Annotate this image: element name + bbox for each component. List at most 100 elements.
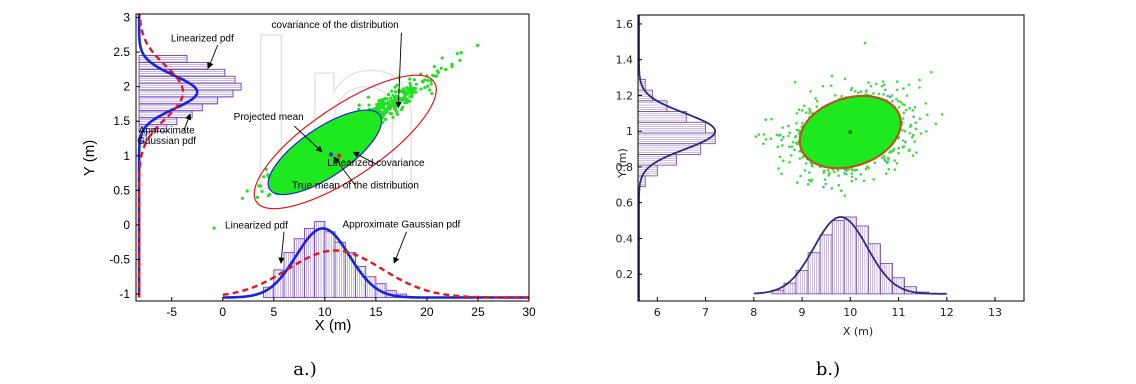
panel-a-ytick-label: 0 (123, 218, 130, 232)
panel-b-scatter-point (850, 86, 853, 90)
panel-b-y-histogram-bar-rect (638, 121, 706, 134)
panel-b-scatter-point (873, 161, 877, 164)
panel-a-scatter-point (403, 96, 407, 101)
panel-b-xtick-label: 7 (702, 306, 709, 319)
panel-a-annotation-label: Linearized pdf (225, 220, 288, 231)
panel-b-scatter-point (776, 145, 779, 149)
panel-b-scatter-point (764, 138, 768, 141)
panel-b-scatter-point (804, 162, 808, 165)
panel-b-scatter-point (793, 148, 796, 152)
panel-a-scatter-point (476, 43, 480, 48)
panel-a-xtick-label: 25 (471, 305, 485, 319)
panel-b-scatter-point (828, 171, 831, 175)
panel-a-xtick-label: 30 (522, 305, 536, 319)
panel-b-scatter-point (886, 160, 889, 164)
panel-b-scatter-point (892, 147, 896, 151)
panel-a-scatter-point (426, 84, 430, 88)
panel-b-scatter-point (918, 78, 921, 82)
panel-a-scatter-point (428, 88, 432, 92)
panel-a-scatter-point (402, 91, 406, 95)
panel-b-axes-frame (637, 14, 1025, 302)
panel-a-scatter-point (381, 100, 385, 104)
panel-b-scatter-point (897, 105, 901, 109)
panel-a-scatter-point (414, 90, 418, 94)
panel-b-scatter-point (775, 133, 779, 137)
panel-b-scatter-point (779, 133, 782, 137)
panel-a-scatter-point (390, 103, 394, 107)
panel-b-scatter-point (802, 104, 806, 108)
panel-b-ytick-label: 0.2 (616, 268, 634, 281)
panel-a: -5 0 5 10 15 20 25 30 -1 -0.5 0 0.5 1 1.5 2 2.5 3 Linear… (81, 10, 536, 380)
panel-a-y-histogram-bar-rect (138, 55, 188, 63)
panel-b-scatter-point (911, 133, 915, 137)
panel-b-scatter-point (907, 83, 911, 87)
panel-b-scatter-point (764, 118, 767, 121)
panel-b-scatter-point (781, 144, 784, 147)
panel-b-scatter-point (796, 142, 799, 146)
panel-b-scatter-point (840, 189, 843, 192)
panel-b-ytick-label: 0.8 (616, 161, 634, 174)
panel-b-scatter-point (919, 132, 923, 135)
panel-a-scatter-point (405, 86, 409, 90)
panel-b-scatter-point (822, 169, 826, 173)
panel-a-scatter-point (455, 52, 459, 56)
panel-a-scatter-point (459, 51, 463, 55)
panel-a-scatter-point (410, 91, 414, 95)
panel-a-y-histogram-bar (138, 117, 178, 126)
panel-b-scatter-point (801, 156, 804, 159)
panel-b-y-histogram-bar (638, 111, 687, 123)
panel-a-scatter-point (366, 95, 370, 99)
panel-a-axes-frame (135, 13, 530, 302)
panel-a-scatter-point (395, 95, 399, 99)
panel-a-annotation-label: Linearized pdf (171, 34, 234, 45)
panel-b-scatter-point (762, 133, 766, 136)
panel-b-ytick-label: 1.6 (616, 18, 634, 31)
panel-b-scatter-point (897, 151, 900, 155)
panel-b-scatter-point (830, 187, 834, 190)
panel-a-scatter-point (377, 107, 381, 111)
panel-b-scatter-point (908, 132, 911, 135)
panel-b-scatter-point (811, 165, 814, 168)
panel-b-scatter-point (853, 169, 856, 172)
panel-b-scatter-point (893, 159, 896, 162)
panel-b-scatter-point (872, 178, 875, 181)
panel-b-scatter-point (902, 87, 905, 90)
panel-b-scatter-point (926, 113, 929, 117)
panel-b-scatter-point (880, 85, 884, 88)
panel-b-scatter-point (918, 117, 922, 120)
panel-a-scatter-point (382, 111, 386, 115)
panel-b-scatter-point (896, 99, 900, 103)
panel-b-scatter-point (869, 85, 873, 88)
panel-a-scatter-point (260, 189, 264, 193)
panel-b-scatter-point (782, 135, 785, 139)
panel-b-x-histogram-bar (855, 225, 869, 295)
panel-b-scatter-point (902, 111, 905, 114)
panel-b-scatter-point (780, 172, 783, 175)
panel-b-scatter-point (867, 166, 870, 170)
panel-a-annotation-arrow (207, 44, 219, 69)
panel-a-scatter-point (378, 98, 382, 103)
panel-b-scatter-point (856, 91, 860, 95)
panel-b-caption: b.) (816, 359, 840, 380)
panel-b-scatter-point (778, 155, 782, 159)
panel-b-scatter-point (913, 140, 916, 143)
panel-a-scatter-point (391, 115, 395, 119)
panel-b-scatter-point (880, 156, 884, 159)
panel-b-scatter-point (908, 107, 911, 110)
panel-a-scatter-point (390, 89, 394, 93)
panel-a-scatter-point (400, 108, 404, 112)
panel-b-scatter-point (913, 105, 917, 109)
panel-a-annotation-label: True mean of the distribution (292, 180, 419, 191)
panel-a-scatter-point (267, 192, 272, 196)
panel-b-scatter-point (824, 182, 827, 186)
panel-a-scatter-point (401, 105, 405, 109)
panel-b-ytick-label: 1.2 (616, 89, 634, 102)
panel-b-scatter-point (833, 94, 837, 97)
panel-b-scatter-point (793, 80, 797, 84)
panel-a-scatter-point (257, 184, 261, 188)
panel-b-scatter-point (865, 89, 868, 92)
panel-b-scatter-point (770, 117, 773, 121)
panel-a-scatter-point (390, 99, 394, 103)
panel-b-scatter-point (853, 90, 857, 93)
